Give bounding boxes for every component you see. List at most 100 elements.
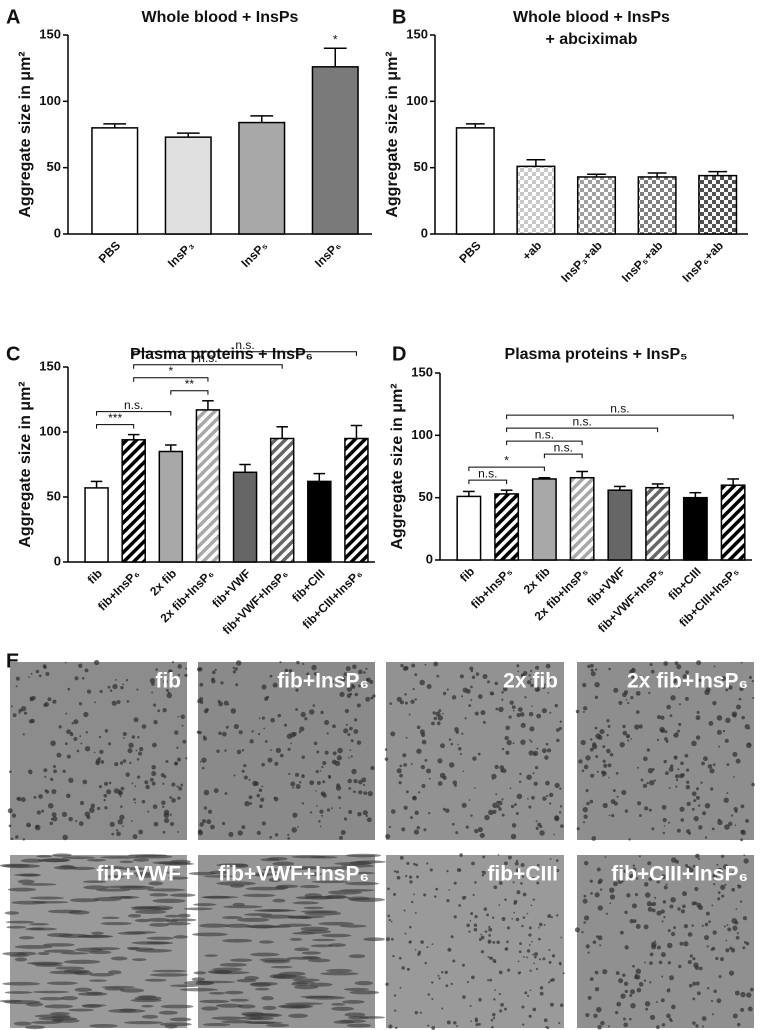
aggregate [444, 970, 448, 974]
aggregate [595, 733, 601, 739]
aggregate [530, 678, 532, 681]
aggregate [740, 804, 745, 809]
aggregate [670, 695, 676, 701]
aggregate [165, 871, 180, 874]
aggregate [416, 825, 420, 830]
aggregate [214, 668, 217, 672]
aggregate [428, 777, 431, 780]
aggregate [133, 717, 139, 723]
aggregate [736, 932, 739, 935]
y-tick-label: 150 [39, 26, 61, 41]
aggregate [740, 991, 746, 998]
aggregate [34, 1014, 71, 1018]
aggregate [539, 986, 544, 990]
aggregate [474, 881, 477, 884]
aggregate [587, 995, 592, 1000]
aggregate [480, 933, 483, 936]
aggregate [287, 837, 290, 840]
aggregate [606, 734, 609, 737]
aggregate [44, 789, 48, 793]
aggregate [526, 949, 531, 953]
aggregate [736, 1022, 741, 1027]
aggregate [132, 871, 155, 875]
aggregate [180, 714, 186, 720]
bar [494, 493, 520, 561]
aggregate [20, 858, 44, 863]
aggregate [78, 702, 83, 706]
aggregate [708, 920, 711, 923]
aggregate [331, 1006, 354, 1011]
aggregate [339, 691, 345, 698]
aggregate [322, 780, 326, 784]
aggregate [492, 916, 495, 919]
aggregate [726, 924, 729, 927]
aggregate [622, 724, 626, 729]
aggregate [506, 926, 511, 930]
y-tick-label: 100 [411, 427, 433, 442]
aggregate [248, 795, 253, 800]
significance-label: * [168, 364, 173, 378]
aggregate [739, 686, 744, 692]
aggregate [602, 771, 607, 776]
micrograph [196, 660, 376, 840]
aggregate [480, 950, 484, 954]
aggregate [122, 759, 127, 763]
aggregate [555, 859, 559, 862]
aggregate [666, 704, 672, 710]
aggregate [632, 867, 637, 872]
aggregate [704, 836, 708, 839]
aggregate [543, 923, 546, 926]
aggregate [153, 821, 159, 827]
aggregate [613, 687, 619, 693]
aggregate [343, 817, 348, 821]
aggregate [632, 864, 635, 867]
aggregate [260, 914, 295, 919]
aggregate [119, 814, 125, 820]
aggregate [302, 774, 305, 776]
chart-title: Whole blood + InsPs [513, 9, 670, 26]
aggregate [679, 773, 684, 779]
micrograph [575, 660, 755, 842]
aggregate [658, 960, 663, 965]
aggregate [462, 770, 465, 773]
aggregate [259, 804, 263, 809]
aggregate [668, 821, 671, 824]
aggregate [728, 821, 733, 827]
aggregate [119, 896, 134, 899]
aggregate [668, 988, 671, 991]
aggregate [432, 711, 436, 715]
aggregate [713, 882, 716, 886]
aggregate [177, 796, 181, 800]
aggregate [151, 969, 187, 973]
aggregate [114, 678, 117, 681]
aggregate [80, 742, 83, 745]
aggregate [118, 789, 121, 792]
aggregate [589, 799, 594, 804]
aggregate [587, 664, 591, 669]
aggregate [514, 861, 519, 866]
aggregate [704, 689, 710, 696]
aggregate [669, 904, 674, 909]
aggregate [516, 793, 523, 800]
aggregate [266, 695, 270, 699]
aggregate [547, 692, 550, 694]
aggregate [198, 923, 230, 928]
aggregate [13, 873, 40, 877]
aggregate [521, 674, 524, 677]
aggregate [348, 809, 353, 815]
aggregate [29, 896, 65, 900]
aggregate [107, 970, 122, 975]
aggregate [361, 777, 367, 783]
aggregate [7, 887, 37, 892]
aggregate [311, 938, 336, 942]
bar [516, 165, 556, 235]
aggregate [716, 998, 722, 1004]
aggregate [642, 783, 648, 789]
aggregate [623, 981, 629, 986]
aggregate [469, 1004, 472, 1007]
y-tick-label: 0 [54, 225, 61, 240]
aggregate [505, 750, 510, 755]
aggregate [477, 826, 483, 833]
aggregate [313, 741, 318, 746]
aggregate [64, 661, 67, 664]
